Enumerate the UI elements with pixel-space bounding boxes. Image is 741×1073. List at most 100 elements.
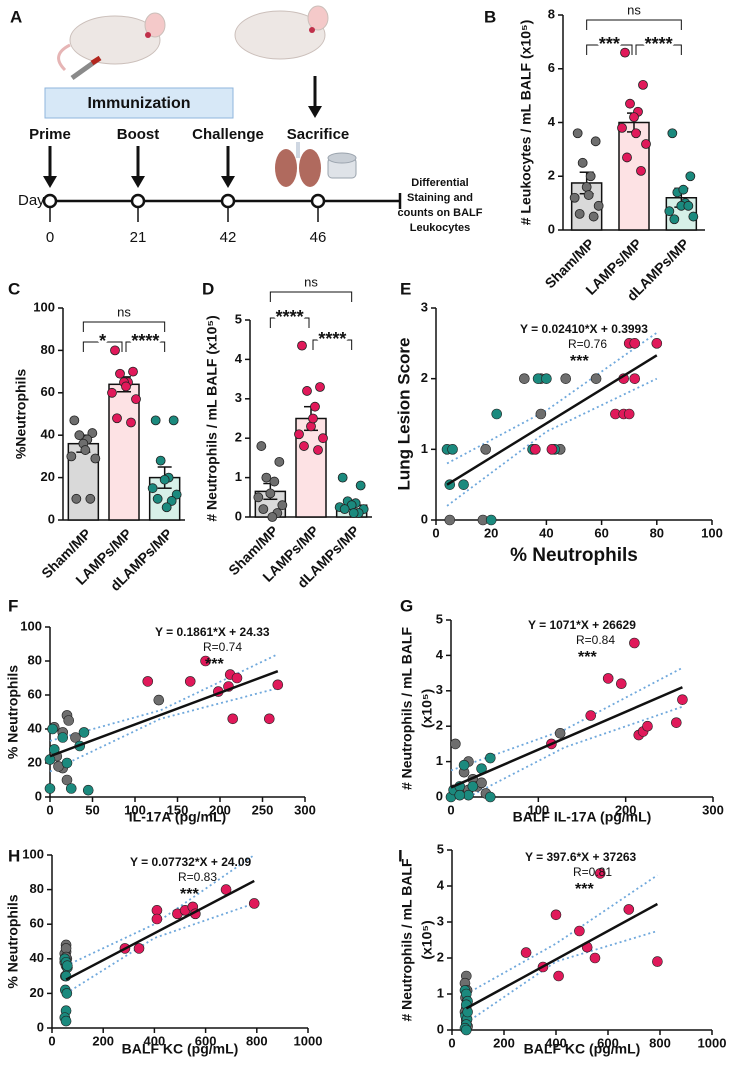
data-point [652, 956, 663, 967]
data-point [57, 732, 69, 743]
correlation: R=0.76 [568, 337, 607, 351]
y-tick-label: 2 [548, 168, 555, 183]
y-axis-label: % Neutrophils [5, 665, 21, 759]
data-point [667, 128, 678, 139]
timepoint [220, 193, 236, 209]
y-tick-label: 5 [436, 611, 443, 626]
y-tick-label: 0 [35, 788, 42, 803]
data-point [274, 456, 285, 467]
x-tick-label: 0 [447, 802, 454, 817]
regression-line [49, 670, 279, 758]
arrows [48, 76, 317, 178]
significance-label: **** [318, 329, 346, 349]
x-tick-label: 0 [48, 1033, 55, 1048]
significance-bracket [269, 291, 353, 302]
y-tick-label: 2 [421, 370, 428, 385]
data-point [66, 451, 77, 462]
y-axis-label: # Neutrophils / mL BALF [399, 858, 415, 1022]
step-label: Sacrifice [287, 126, 350, 143]
data-point [308, 413, 318, 424]
day-label: 0 [46, 229, 54, 246]
y-axis-label: # Neutrophils / mL BALF [399, 627, 415, 791]
lung-icon [275, 142, 357, 187]
data-point [153, 694, 165, 706]
data-point [107, 387, 117, 398]
x-tick-label: 50 [85, 802, 99, 817]
end-note: Leukocytes [410, 222, 471, 234]
data-point [623, 408, 635, 420]
data-point [171, 489, 182, 500]
y-axis-label: # Neutrophils / mL BALF (x10⁵) [204, 315, 220, 521]
x-tick-label: 1000 [698, 1035, 727, 1050]
significance-label: **** [131, 331, 159, 351]
data-point [554, 727, 566, 739]
significance-label: *** [205, 656, 224, 673]
confidence-band [468, 705, 683, 798]
x-axis-label: BALF IL-17A (pg/mL) [513, 809, 652, 825]
timepoint [42, 193, 58, 209]
data-point [467, 781, 479, 792]
y-tick-label: 3 [436, 682, 443, 697]
data-point [593, 200, 604, 211]
data-point [166, 496, 177, 506]
data-point [454, 789, 466, 801]
data-point [313, 445, 323, 455]
panel-letter: G [400, 596, 413, 615]
y-axis-label: (x10⁵) [419, 920, 435, 959]
y-tick-label: 1 [436, 753, 443, 768]
data-point [80, 445, 91, 455]
data-point [590, 136, 601, 147]
significance-bracket [82, 321, 166, 332]
data-point [115, 368, 125, 379]
data-point [458, 759, 470, 771]
significance-label: *** [180, 886, 199, 903]
regression-line [450, 686, 683, 789]
y-tick-label: 8 [548, 6, 555, 21]
data-point [299, 441, 309, 451]
data-point [590, 373, 602, 384]
x-tick-label: 0 [46, 802, 53, 817]
data-point [677, 694, 688, 705]
data-point [444, 514, 456, 526]
y-tick-label: 4 [235, 351, 243, 366]
data-point [460, 1024, 472, 1036]
data-point [519, 373, 530, 384]
data-point [631, 128, 641, 139]
data-point [277, 500, 288, 511]
end-note: Differential [411, 177, 468, 189]
data-point [355, 480, 366, 491]
data-point [147, 483, 158, 494]
x-tick-label: 0 [432, 525, 439, 540]
x-tick-label: 600 [597, 1035, 619, 1050]
y-tick-label: 3 [235, 390, 242, 405]
data-point [671, 717, 682, 728]
data-point [546, 444, 558, 455]
y-axis-label: # Leukocytes / mL BALF (x10⁵) [518, 20, 534, 226]
y-tick-label: 0 [548, 221, 555, 236]
data-point [480, 444, 491, 455]
data-point [581, 182, 592, 192]
day-label: 21 [130, 229, 147, 246]
y-tick-label: 100 [33, 299, 55, 314]
timepoint [130, 193, 146, 209]
data-point [574, 925, 585, 937]
panel-letter: F [8, 596, 18, 615]
significance-label: ns [627, 2, 641, 17]
data-point [642, 720, 653, 732]
y-tick-label: 80 [28, 652, 42, 667]
correlation: R=0.74 [203, 640, 242, 654]
data-point [348, 508, 359, 518]
data-point [258, 504, 269, 515]
significance-label: **** [645, 34, 673, 54]
data-point [520, 947, 532, 958]
x-tick-label: 1000 [294, 1033, 323, 1048]
data-point [574, 208, 585, 219]
data-point [594, 868, 606, 879]
x-axis-label: BALF KC (pg/mL) [122, 1041, 239, 1057]
data-point [583, 190, 594, 200]
significance-bracket [586, 19, 682, 30]
data-point [261, 472, 272, 483]
data-point [159, 474, 170, 485]
data-point [61, 774, 73, 786]
x-tick-label: 200 [615, 802, 637, 817]
